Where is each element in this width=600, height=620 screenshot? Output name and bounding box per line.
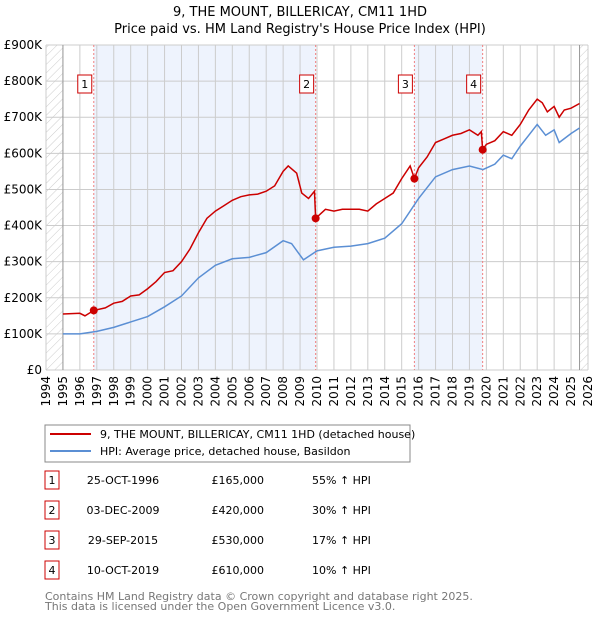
x-tick-label: 2014 — [378, 376, 392, 407]
x-tick-label: 2023 — [530, 376, 544, 407]
marker-label: 4 — [470, 78, 477, 91]
marker-label: 3 — [402, 78, 409, 91]
transaction-number: 3 — [49, 534, 56, 547]
transaction-price: £530,000 — [212, 534, 265, 547]
y-tick-label: £400K — [4, 219, 44, 233]
x-tick-label: 2019 — [462, 376, 476, 407]
sale-point — [410, 174, 419, 183]
transaction-number: 2 — [49, 504, 56, 517]
x-tick-label: 2002 — [175, 376, 189, 407]
chart-subtitle: Price paid vs. HM Land Registry's House … — [114, 22, 486, 37]
x-tick-label: 1999 — [124, 376, 138, 407]
x-tick-label: 2001 — [158, 376, 172, 407]
series-line-hpi — [62, 123, 580, 335]
transaction-hpi-change: 17% ↑ HPI — [312, 534, 371, 547]
sale-point — [89, 306, 98, 315]
y-tick-label: £0 — [27, 363, 42, 377]
x-tick-label: 2003 — [191, 376, 205, 407]
y-tick-label: £300K — [4, 255, 44, 269]
transaction-row: 4 10-OCT-2019 £610,000 10% ↑ HPI — [44, 560, 371, 580]
hatched-region — [46, 45, 63, 370]
x-tick-label: 2018 — [446, 376, 460, 407]
shaded-period — [414, 45, 483, 370]
x-tick-label: 2022 — [513, 376, 527, 407]
y-tick-label: £100K — [4, 327, 44, 341]
x-tick-label: 2009 — [293, 376, 307, 407]
transaction-number-box — [44, 560, 60, 580]
marker-label-box — [466, 74, 482, 94]
transaction-date: 29-SEP-2015 — [88, 534, 158, 547]
x-tick-label: 2010 — [310, 376, 324, 407]
transaction-price: £420,000 — [212, 504, 265, 517]
x-tick-label: 1996 — [73, 376, 87, 407]
marker-label: 1 — [81, 78, 88, 91]
x-tick-label: 2020 — [479, 376, 493, 407]
x-tick-label: 2007 — [259, 376, 273, 407]
x-tick-label: 2015 — [395, 376, 409, 407]
x-tick-label: 2026 — [581, 376, 595, 407]
x-tick-label: 2008 — [276, 376, 290, 407]
y-tick-label: £500K — [4, 182, 44, 196]
transaction-hpi-change: 30% ↑ HPI — [312, 504, 371, 517]
x-tick-label: 2013 — [361, 376, 375, 407]
x-tick-label: 2006 — [242, 376, 256, 407]
transaction-hpi-change: 55% ↑ HPI — [312, 474, 371, 487]
x-tick-label: 1995 — [56, 376, 70, 407]
transaction-price: £610,000 — [212, 564, 265, 577]
x-tick-label: 2005 — [225, 376, 239, 407]
y-tick-label: £800K — [4, 74, 44, 88]
x-tick-label: 2024 — [547, 376, 561, 407]
series-line-property — [62, 98, 580, 317]
transaction-number-box — [44, 530, 60, 550]
marker-label-box — [397, 74, 413, 94]
x-tick-label: 1997 — [90, 376, 104, 407]
footer-licence: This data is licensed under the Open Gov… — [44, 600, 395, 613]
transaction-date: 25-OCT-1996 — [87, 474, 159, 487]
transaction-row: 1 25-OCT-1996 £165,000 55% ↑ HPI — [44, 470, 371, 490]
sale-point — [311, 214, 320, 223]
legend-box — [44, 424, 411, 463]
transaction-number: 1 — [49, 474, 56, 487]
legend-label-property: 9, THE MOUNT, BILLERICAY, CM11 1HD (deta… — [100, 428, 415, 441]
x-tick-label: 2025 — [564, 376, 578, 407]
marker-label-box — [77, 74, 93, 94]
x-tick-label: 2012 — [344, 376, 358, 407]
transaction-number: 4 — [49, 564, 56, 577]
sale-point — [478, 145, 487, 154]
transaction-number-box — [44, 500, 60, 520]
legend-label-hpi: HPI: Average price, detached house, Basi… — [100, 445, 350, 458]
transaction-row: 3 29-SEP-2015 £530,000 17% ↑ HPI — [44, 530, 371, 550]
x-tick-label: 1994 — [39, 376, 53, 407]
marker-label-box — [299, 74, 315, 94]
transaction-row: 2 03-DEC-2009 £420,000 30% ↑ HPI — [44, 500, 371, 520]
x-tick-label: 2000 — [141, 376, 155, 407]
x-tick-label: 2016 — [412, 376, 426, 407]
transaction-date: 10-OCT-2019 — [87, 564, 159, 577]
y-tick-label: £900K — [4, 38, 44, 52]
marker-label: 2 — [303, 78, 310, 91]
x-tick-label: 2017 — [429, 376, 443, 407]
hatched-region — [579, 45, 588, 370]
footer-copyright: Contains HM Land Registry data © Crown c… — [45, 590, 473, 603]
y-tick-label: £600K — [4, 146, 44, 160]
y-tick-label: £200K — [4, 291, 44, 305]
transaction-number-box — [44, 470, 60, 490]
x-tick-label: 2021 — [496, 376, 510, 407]
chart-title: 9, THE MOUNT, BILLERICAY, CM11 1HD — [173, 5, 427, 20]
x-tick-label: 2004 — [208, 376, 222, 407]
shaded-period — [93, 45, 316, 370]
x-tick-label: 1998 — [107, 376, 121, 407]
x-tick-label: 2011 — [327, 376, 341, 407]
transaction-date: 03-DEC-2009 — [86, 504, 159, 517]
transaction-hpi-change: 10% ↑ HPI — [312, 564, 371, 577]
transaction-price: £165,000 — [212, 474, 265, 487]
y-tick-label: £700K — [4, 110, 44, 124]
